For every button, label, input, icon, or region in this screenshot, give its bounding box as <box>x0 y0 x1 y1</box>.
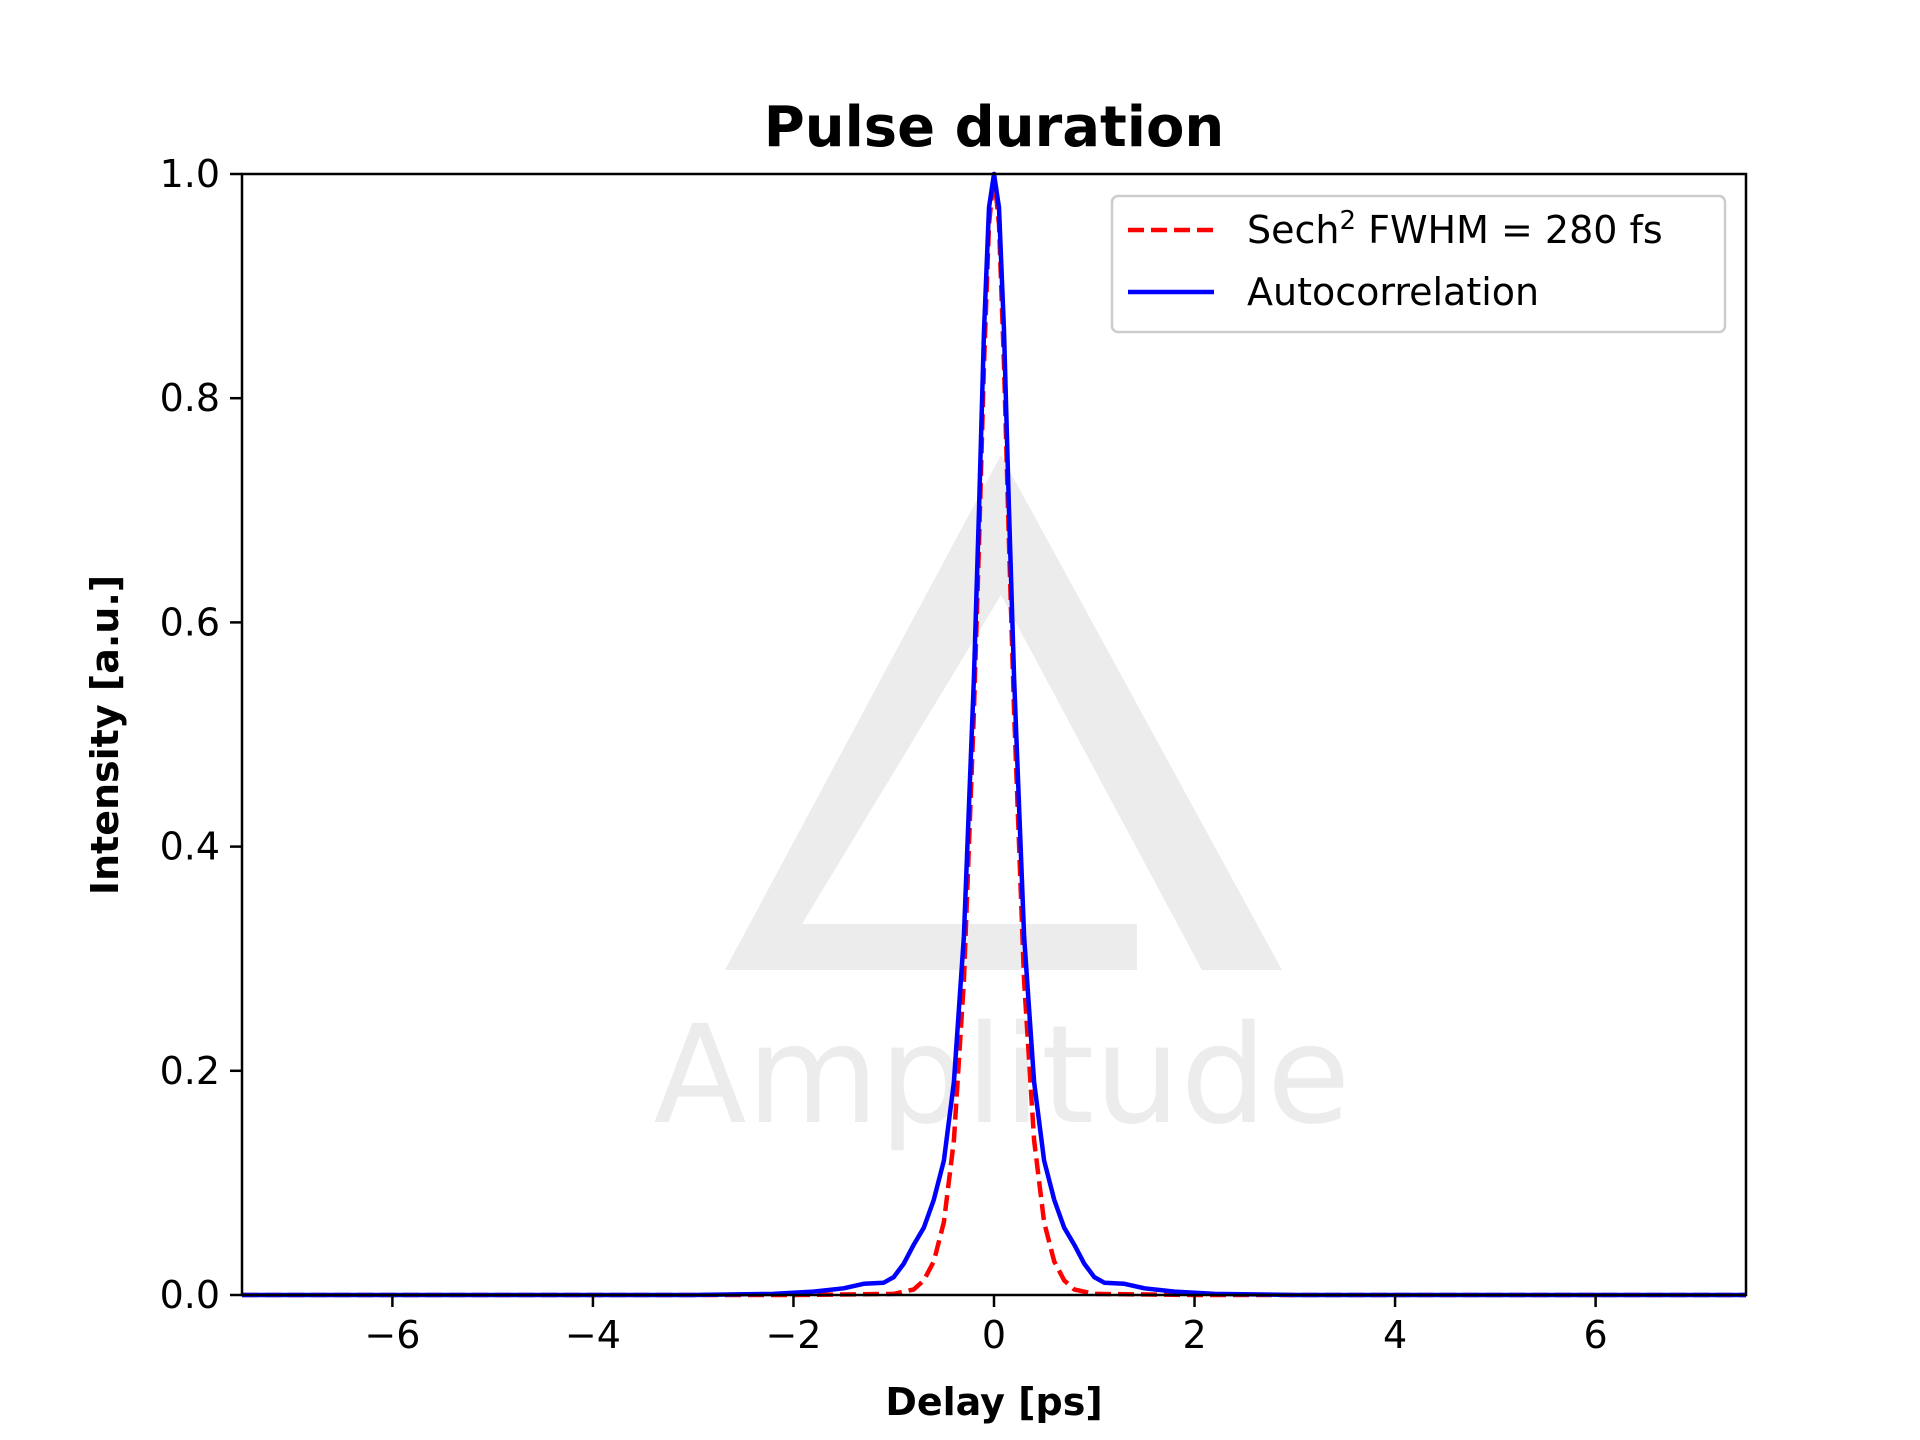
watermark-triangle-icon <box>725 455 1282 970</box>
legend-box <box>1110 194 1727 334</box>
x-tick-label: −2 <box>765 1313 821 1357</box>
y-axis-ticks: 0.0 0.2 0.4 0.6 0.8 1.0 <box>160 152 242 1317</box>
y-tick-label: 0.0 <box>160 1273 220 1317</box>
plot-area: −6 −4 −2 0 2 4 6 0.0 0.2 0.4 0.6 0.8 1.0 <box>160 152 1748 1357</box>
x-tick-label: −4 <box>565 1313 621 1357</box>
y-tick-label: 0.4 <box>160 825 220 869</box>
legend-label-autocorrelation: Autocorrelation <box>1247 270 1539 314</box>
watermark-logo: Amplitude <box>654 455 1351 1155</box>
y-tick-label: 0.6 <box>160 600 220 644</box>
x-tick-label: 2 <box>1182 1313 1206 1357</box>
chart-title: Pulse duration <box>764 95 1225 160</box>
watermark-text: Amplitude <box>654 997 1351 1155</box>
y-tick-label: 0.8 <box>160 376 220 420</box>
y-tick-label: 1.0 <box>160 152 220 196</box>
x-tick-label: 6 <box>1584 1313 1608 1357</box>
x-axis-label: Delay [ps] <box>885 1380 1102 1424</box>
x-tick-label: 4 <box>1383 1313 1407 1357</box>
x-tick-label: −6 <box>364 1313 420 1357</box>
y-tick-label: 0.2 <box>160 1049 220 1093</box>
x-axis-ticks: −6 −4 −2 0 2 4 6 <box>364 1295 1608 1357</box>
legend-label-sech2: Sech2 FWHM = 280 fs <box>1247 206 1663 252</box>
legend: Sech2 FWHM = 280 fs Autocorrelation <box>1110 194 1727 334</box>
x-tick-label: 0 <box>982 1313 1006 1357</box>
y-axis-label: Intensity [a.u.] <box>83 575 127 895</box>
